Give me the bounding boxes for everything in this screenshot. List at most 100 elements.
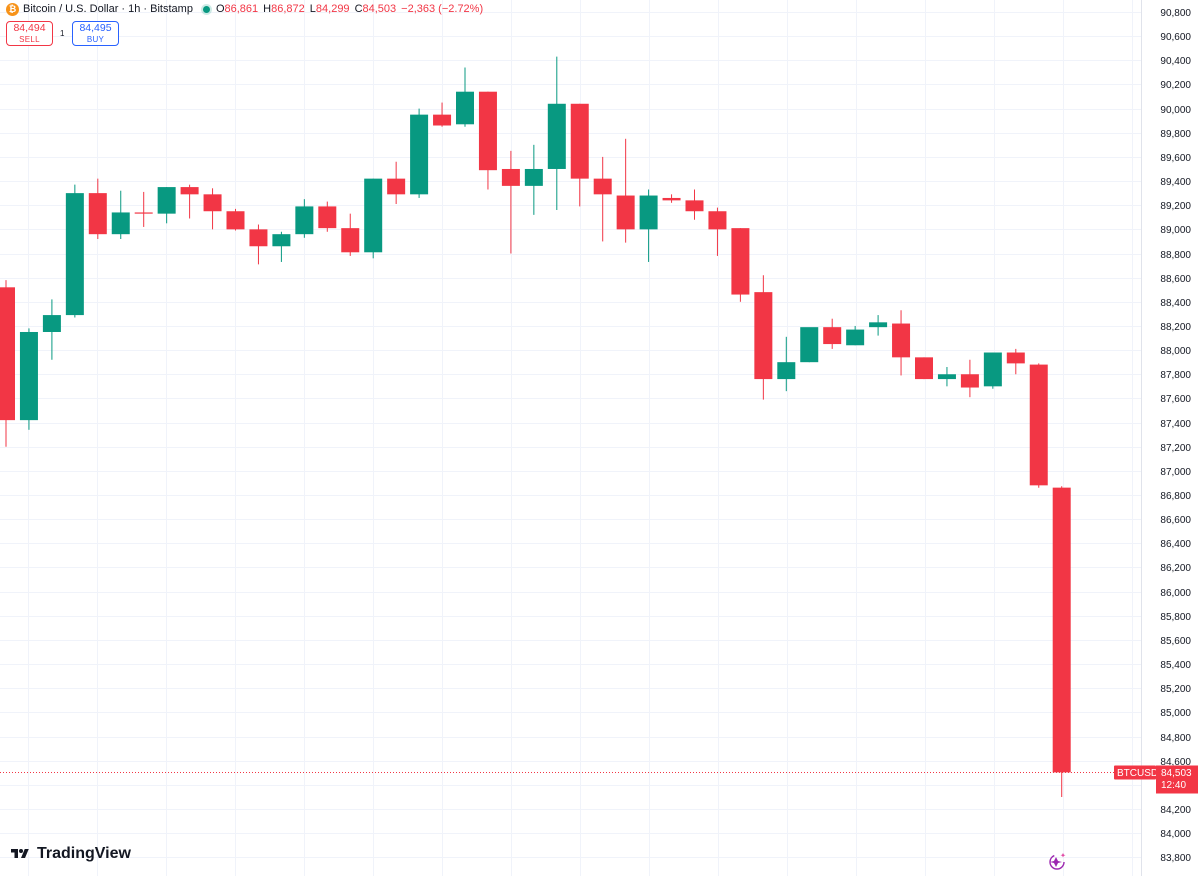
candle-body [593, 178, 612, 195]
candle-body [777, 362, 796, 380]
tradingview-logo[interactable]: TradingView [8, 845, 131, 863]
candle-body [570, 103, 589, 179]
candle-body [88, 193, 107, 235]
candle [341, 213, 360, 256]
candle [1029, 363, 1048, 488]
candle [134, 191, 153, 227]
candle [456, 67, 474, 127]
high-label: H [263, 3, 272, 15]
candle-body [960, 374, 979, 388]
price-tick-label: 85,000 [1160, 708, 1191, 719]
candle-body [410, 114, 429, 195]
price-tick-label: 85,600 [1160, 636, 1191, 647]
candle [960, 359, 979, 398]
candle [318, 201, 337, 232]
candle-body [456, 91, 474, 125]
price-change: −2,363 (−2.72%) [401, 3, 484, 15]
candle-body [1052, 487, 1071, 773]
candle [180, 184, 199, 219]
candle [869, 315, 888, 336]
vertical-gridlines [28, 0, 1133, 876]
candle-body [341, 228, 360, 253]
candle [616, 138, 635, 243]
candle [88, 178, 107, 240]
candle-body [111, 212, 130, 235]
candle-body [754, 292, 773, 380]
price-tick-label: 86,400 [1160, 539, 1191, 550]
candle-body [42, 315, 61, 332]
candle-body [616, 195, 635, 230]
bitcoin-icon: ₿ [6, 2, 19, 16]
candle-body [180, 187, 199, 195]
last-price-tag [1156, 765, 1198, 794]
candle-body [937, 374, 956, 380]
price-tick-label: 86,600 [1160, 515, 1191, 526]
price-tick-label: 84,000 [1160, 829, 1191, 840]
candle [846, 325, 865, 346]
high-value: 86,872 [271, 3, 305, 15]
candle-body [1006, 352, 1025, 364]
price-tick-label: 89,600 [1160, 153, 1191, 164]
candle-body [19, 331, 38, 421]
candle [111, 190, 130, 240]
candle [754, 275, 773, 400]
sell-label: SELL [19, 35, 40, 44]
candle-body [1029, 364, 1048, 486]
symbol-tag [1114, 765, 1156, 780]
price-tick-label: 84,200 [1160, 805, 1191, 816]
price-tick-label: 84,600 [1160, 757, 1191, 768]
candle [685, 189, 704, 220]
horizontal-gridlines [0, 12, 1141, 858]
price-tick-label: 90,000 [1160, 105, 1191, 116]
candle [731, 228, 750, 302]
candle-body [800, 327, 819, 363]
candle-body [639, 195, 658, 230]
buy-button[interactable]: 84,495 BUY [72, 21, 119, 46]
candle [800, 327, 819, 363]
price-tick-label: 85,800 [1160, 612, 1191, 623]
spread-value: 1 [60, 29, 65, 38]
price-tick-label: 88,800 [1160, 250, 1191, 261]
price-tick-label: 86,800 [1160, 491, 1191, 502]
candle-body [203, 194, 222, 212]
candle-body [249, 229, 268, 247]
tradingview-logo-icon [11, 849, 29, 858]
close-label: C [354, 3, 363, 15]
open-value: 86,861 [224, 3, 259, 15]
candle-body [983, 352, 1002, 387]
candle [501, 150, 520, 254]
candle-body [846, 329, 865, 346]
candle-body [433, 114, 452, 126]
sparkle-assistant-icon[interactable] [1046, 851, 1068, 871]
candle-body [731, 228, 750, 295]
candle [19, 328, 38, 430]
candle-body [823, 327, 842, 345]
sell-button[interactable]: 84,494 SELL [6, 21, 53, 46]
price-tick-label: 88,000 [1160, 346, 1191, 357]
symbol-tag-text: BTCUSD [1117, 768, 1158, 779]
candle-body [226, 211, 245, 230]
buy-price: 84,495 [79, 22, 112, 34]
symbol-header: ₿ Bitcoin / U.S. Dollar · 1h · Bitstamp … [6, 1, 488, 17]
candles [0, 56, 1071, 797]
candle [1006, 348, 1025, 375]
candle [937, 367, 956, 387]
price-tick-label: 87,400 [1160, 419, 1191, 430]
candle [524, 144, 543, 215]
candle [249, 224, 268, 265]
price-tick-label: 84,800 [1160, 733, 1191, 744]
logo-text: TradingView [37, 845, 131, 862]
candle-body [524, 168, 543, 186]
candle-body [295, 206, 314, 235]
price-tick-label: 85,200 [1160, 684, 1191, 695]
price-tick-label: 86,000 [1160, 588, 1191, 599]
candle-body [662, 197, 681, 201]
candle [823, 318, 842, 349]
price-tick-label: 89,400 [1160, 177, 1191, 188]
price-tick-label: 90,200 [1160, 80, 1191, 91]
buy-label: BUY [86, 35, 105, 44]
candle-body [892, 323, 911, 358]
price-tick-label: 88,200 [1160, 322, 1191, 333]
symbol-title[interactable]: Bitcoin / U.S. Dollar · 1h · Bitstamp [23, 3, 193, 15]
